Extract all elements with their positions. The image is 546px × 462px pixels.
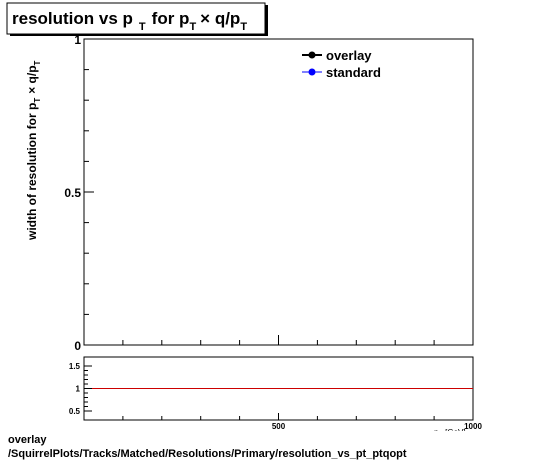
y-axis-label-sub-2: T bbox=[33, 60, 42, 65]
y-axis-label-text-1: width of resolution for p bbox=[25, 103, 39, 241]
legend-marker-standard bbox=[308, 68, 316, 76]
y-tick-label: 1 bbox=[74, 33, 81, 47]
title-box bbox=[6, 2, 266, 35]
main-y-tick-labels: 00.51 bbox=[64, 33, 81, 353]
ratio-y-tick-labels: 0.5 1 1.5 bbox=[69, 362, 81, 416]
title-sub-3: T bbox=[240, 21, 247, 33]
title-sub-2: T bbox=[189, 21, 196, 33]
y-tick-label: 0 bbox=[74, 339, 81, 353]
title-text-1: resolution vs p bbox=[12, 9, 133, 28]
ratio-x-ticks bbox=[122, 413, 435, 420]
title-sub-1: T bbox=[139, 21, 146, 33]
ratio-y-tick-label: 0.5 bbox=[69, 407, 81, 416]
main-plot-area bbox=[83, 38, 474, 346]
x-tick-label: 1000 bbox=[464, 422, 482, 431]
footer-line-2: /SquirrelPlots/Tracks/Matched/Resolution… bbox=[8, 448, 407, 460]
y-axis-label: width of resolution for pT× q/pT bbox=[25, 60, 42, 241]
main-y-ticks bbox=[84, 38, 94, 346]
main-x-ticks bbox=[122, 335, 435, 345]
y-axis-label-sub-1: T bbox=[33, 98, 42, 103]
legend-label-standard: standard bbox=[326, 65, 381, 80]
ratio-y-tick-label: 1.5 bbox=[69, 362, 81, 371]
ratio-x-tick-labels: 500 1000 bbox=[272, 422, 483, 431]
title-text-2: for p bbox=[152, 9, 190, 28]
legend: overlay standard bbox=[302, 48, 381, 80]
ratio-y-ticks bbox=[84, 365, 92, 412]
legend-marker-overlay bbox=[308, 51, 316, 59]
x-tick-label: 500 bbox=[272, 422, 286, 431]
legend-entry-overlay: overlay bbox=[302, 48, 372, 63]
y-tick-label: 0.5 bbox=[64, 186, 81, 200]
title-text-3: × q/p bbox=[200, 9, 240, 28]
y-axis-label-text-2: × q/p bbox=[25, 65, 39, 93]
ratio-y-tick-label: 1 bbox=[76, 385, 81, 394]
legend-label-overlay: overlay bbox=[326, 48, 372, 63]
footer-band bbox=[0, 431, 546, 462]
legend-entry-standard: standard bbox=[302, 65, 381, 80]
footer-line-1: overlay bbox=[8, 434, 47, 446]
